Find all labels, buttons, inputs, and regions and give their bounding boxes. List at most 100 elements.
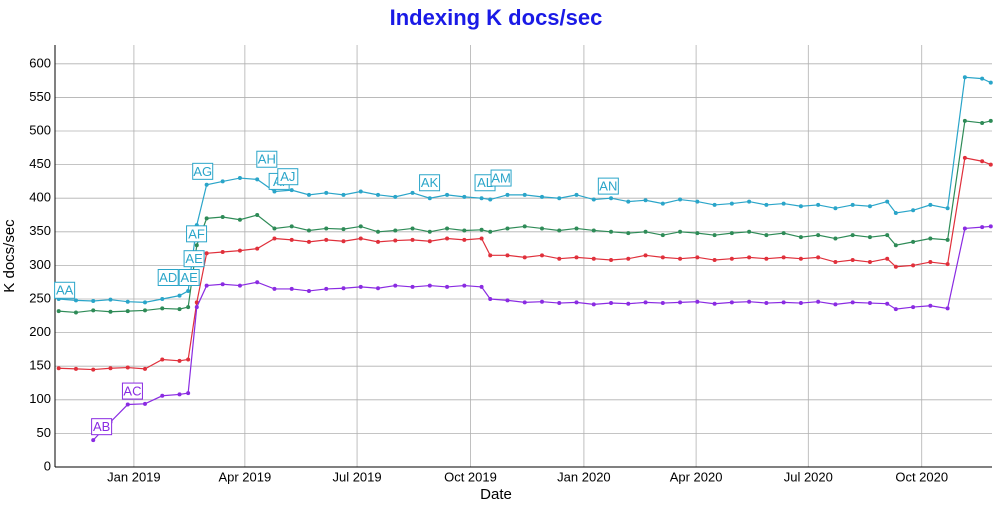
point <box>488 197 493 202</box>
annotation-box <box>178 269 200 287</box>
point <box>324 286 329 291</box>
point <box>462 194 467 199</box>
point <box>626 256 631 261</box>
point <box>945 306 950 311</box>
annotation: AH <box>258 152 276 167</box>
point <box>626 199 631 204</box>
point <box>220 215 225 220</box>
point <box>73 298 78 303</box>
point <box>643 253 648 258</box>
point <box>237 217 242 222</box>
point <box>591 256 596 261</box>
point <box>488 229 493 234</box>
point <box>125 299 130 304</box>
point <box>505 298 510 303</box>
point <box>893 243 898 248</box>
point <box>539 194 544 199</box>
annotation: AE <box>185 251 203 266</box>
point <box>108 297 113 302</box>
x-tick-label: Oct 2019 <box>444 469 497 484</box>
y-tick-label: 100 <box>29 391 51 406</box>
point <box>393 283 398 288</box>
y-tick-label: 0 <box>44 458 51 473</box>
point <box>488 253 493 258</box>
point <box>798 204 803 209</box>
point <box>833 236 838 241</box>
point <box>358 189 363 194</box>
point <box>816 255 821 260</box>
point <box>660 233 665 238</box>
annotation: AN <box>599 179 617 194</box>
point <box>427 229 432 234</box>
point <box>272 189 277 194</box>
point <box>747 299 752 304</box>
point <box>324 226 329 231</box>
point <box>505 192 510 197</box>
point <box>410 284 415 289</box>
point <box>747 255 752 260</box>
point <box>850 300 855 305</box>
point <box>410 237 415 242</box>
point <box>643 229 648 234</box>
point <box>73 310 78 315</box>
point <box>143 308 148 313</box>
point <box>980 120 985 125</box>
point <box>445 226 450 231</box>
point <box>186 305 191 310</box>
point <box>695 299 700 304</box>
point <box>798 235 803 240</box>
point <box>194 300 199 305</box>
point <box>781 231 786 236</box>
point <box>911 239 916 244</box>
point <box>143 401 148 406</box>
point <box>204 182 209 187</box>
point <box>272 286 277 291</box>
annotation: AB <box>93 419 110 434</box>
point <box>91 308 96 313</box>
point <box>885 256 890 261</box>
point <box>522 300 527 305</box>
point <box>255 177 260 182</box>
y-tick-label: 300 <box>29 257 51 272</box>
point <box>479 284 484 289</box>
annotation-box <box>54 281 76 299</box>
point <box>186 357 191 362</box>
point <box>850 202 855 207</box>
point <box>911 263 916 268</box>
point <box>695 199 700 204</box>
point <box>885 233 890 238</box>
point <box>928 303 933 308</box>
point <box>56 309 61 314</box>
point <box>980 159 985 164</box>
point <box>574 226 579 231</box>
y-tick-label: 200 <box>29 324 51 339</box>
point <box>980 76 985 81</box>
point <box>678 197 683 202</box>
point <box>911 208 916 213</box>
point <box>427 283 432 288</box>
annotation: AL <box>477 175 493 190</box>
y-tick-label: 450 <box>29 156 51 171</box>
annotation-box <box>277 168 299 186</box>
point <box>643 198 648 203</box>
point <box>306 239 311 244</box>
point <box>850 233 855 238</box>
point <box>678 256 683 261</box>
point <box>867 204 872 209</box>
annotation: AF <box>188 226 205 241</box>
point <box>237 248 242 253</box>
annotation-box <box>121 382 143 400</box>
point <box>626 231 631 236</box>
x-axis-label: Date <box>480 486 512 503</box>
point <box>557 256 562 261</box>
point <box>867 260 872 265</box>
point <box>522 192 527 197</box>
y-tick-label: 550 <box>29 89 51 104</box>
point <box>462 228 467 233</box>
point <box>988 224 993 229</box>
point <box>410 190 415 195</box>
point <box>781 255 786 260</box>
point <box>505 253 510 258</box>
point <box>962 118 967 123</box>
point <box>557 228 562 233</box>
